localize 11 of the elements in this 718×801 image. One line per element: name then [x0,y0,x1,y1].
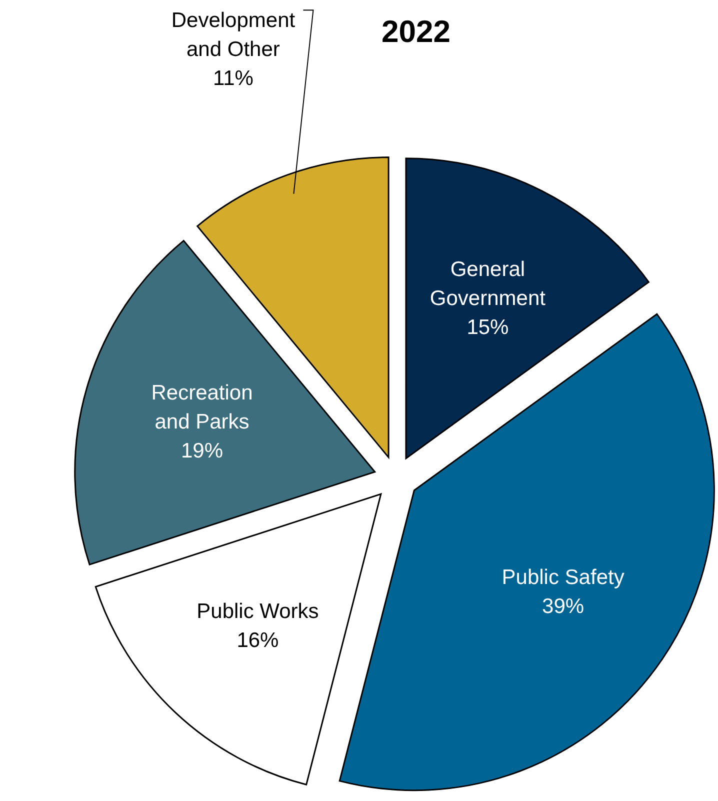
slice-label: Public Works [196,600,319,623]
data-label: 39% [542,595,584,618]
slice-label: General Government [430,258,546,310]
slice-label: Public Safety [502,566,625,590]
chart-title: 2022 [382,14,450,49]
slice-label: Development and Other [171,9,296,62]
data-label: 16% [236,628,279,652]
data-label: 15% [466,316,509,340]
slice-label: Recreation and Parks [151,382,253,434]
data-label: 11% [212,67,254,90]
data-label: 19% [181,440,224,463]
